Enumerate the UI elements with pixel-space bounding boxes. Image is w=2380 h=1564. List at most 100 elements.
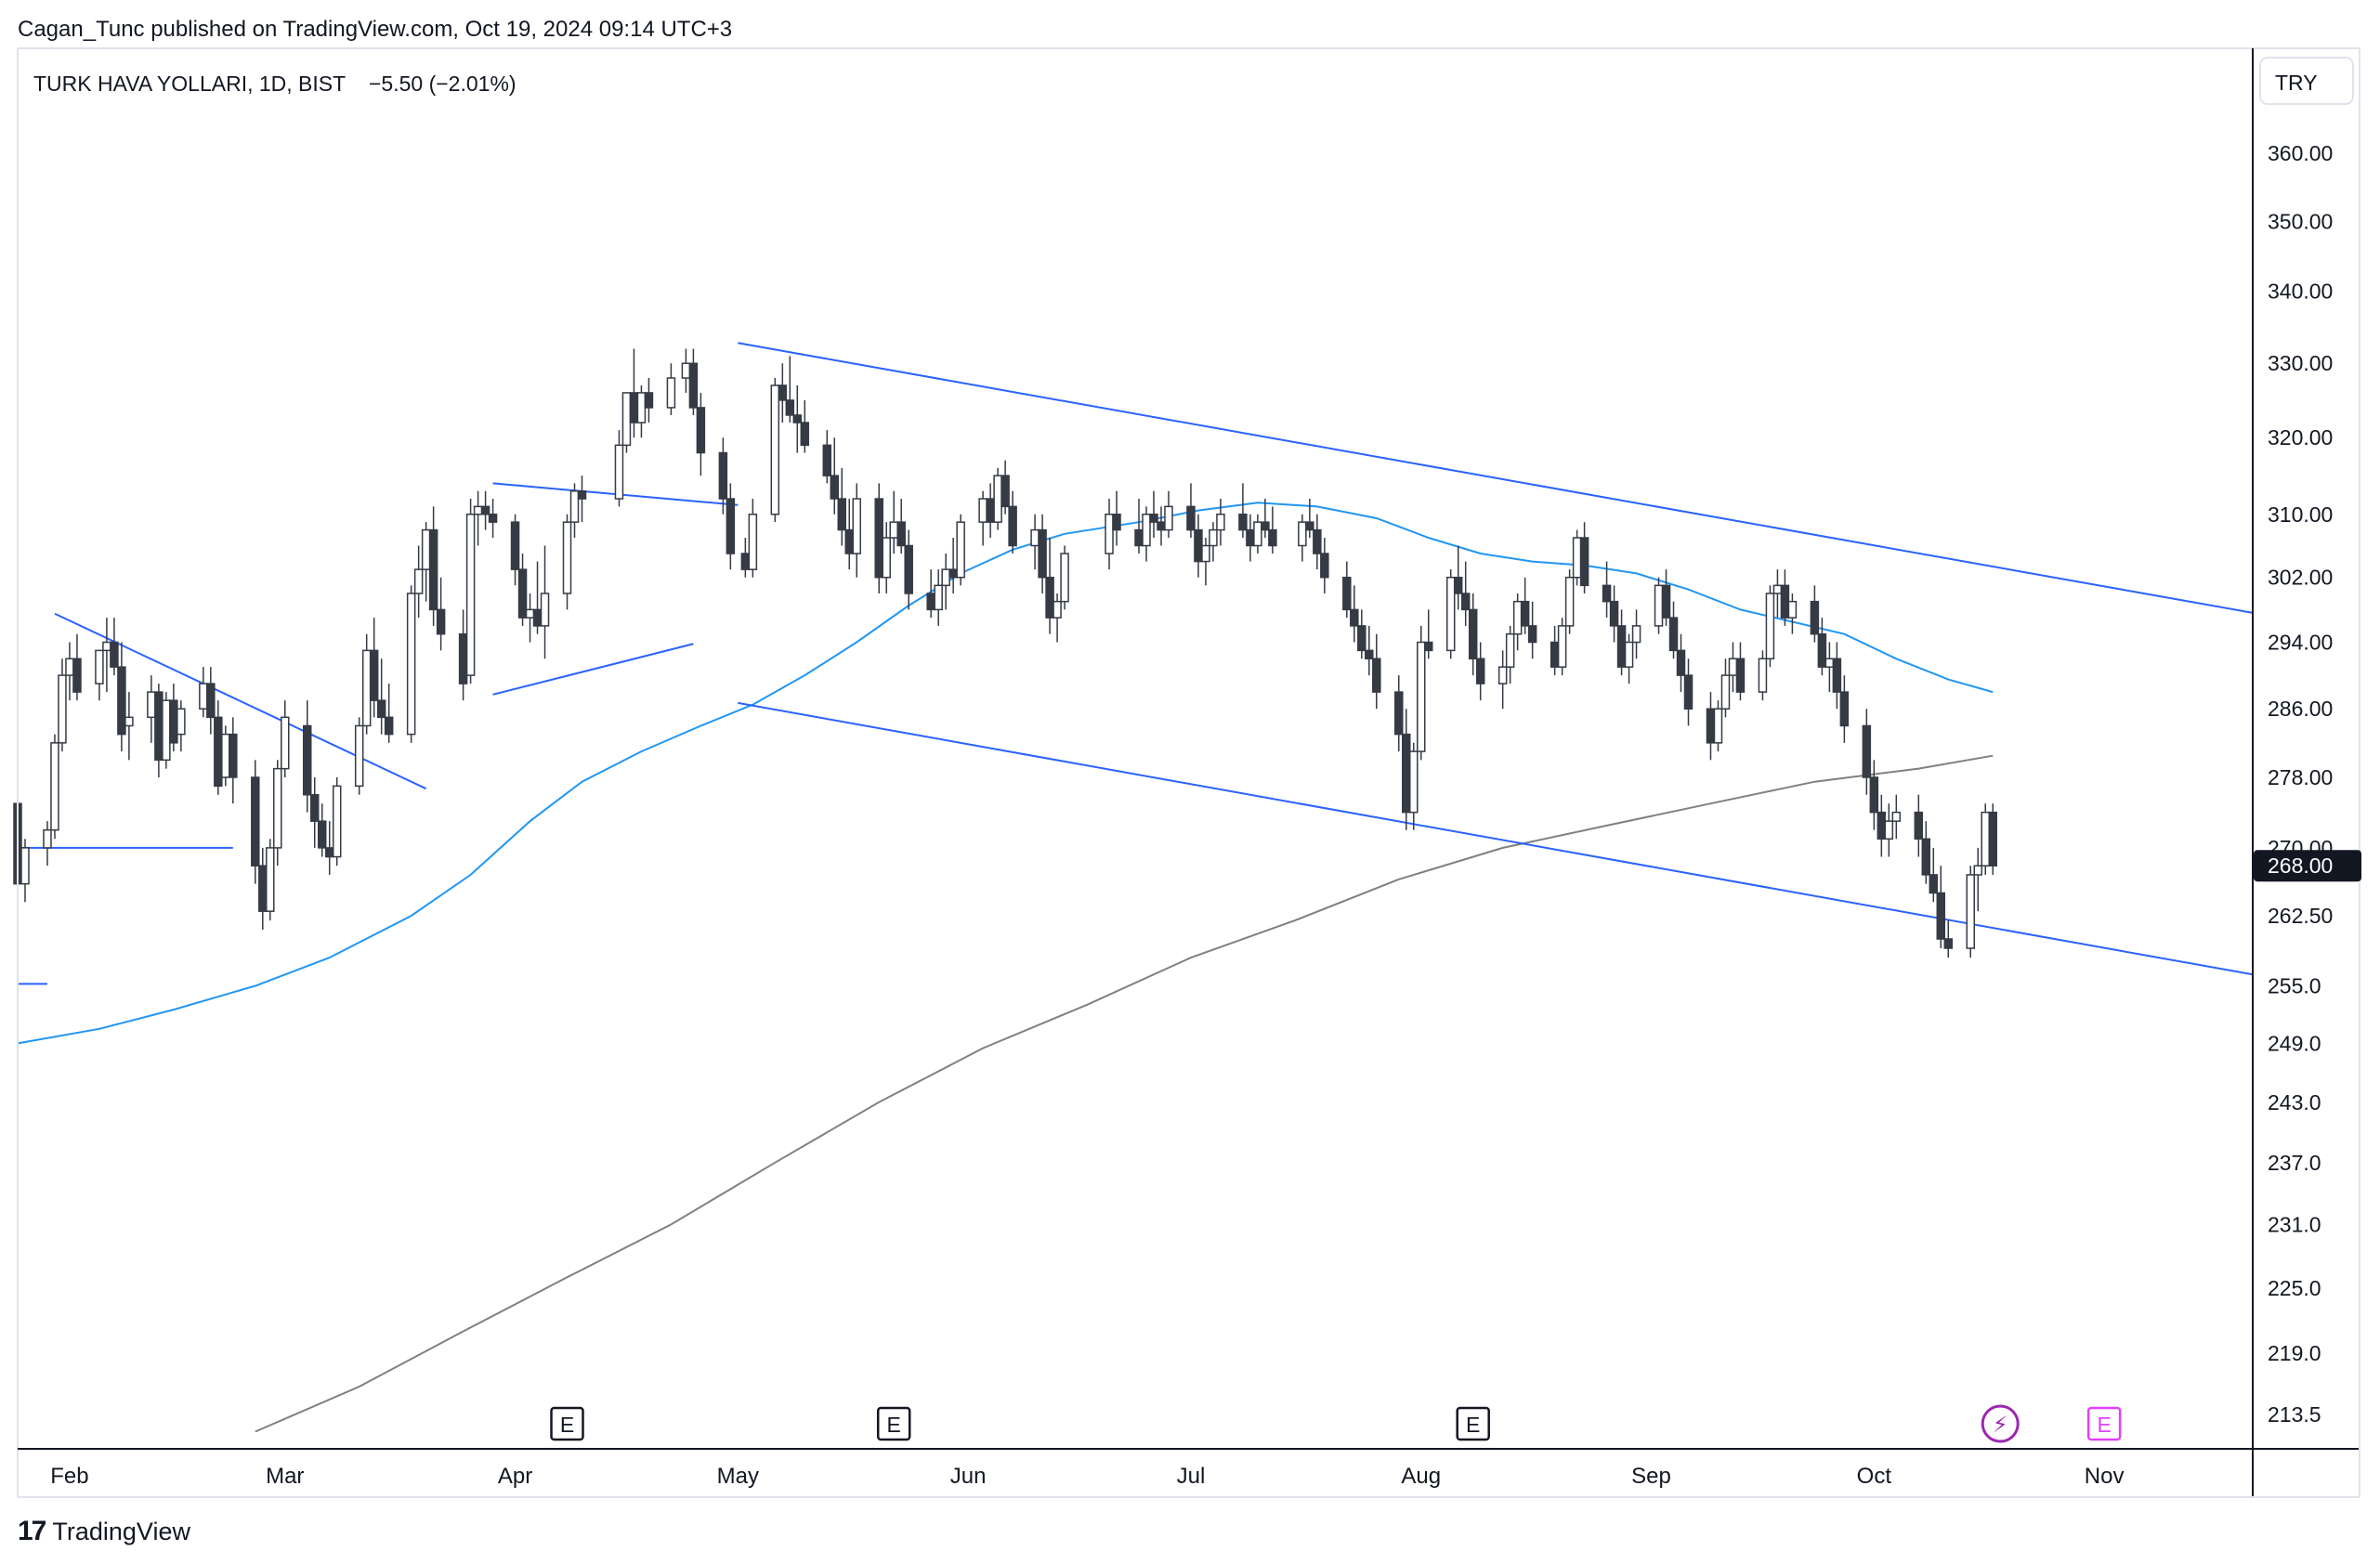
candle-body [1365, 649, 1374, 660]
candle [1579, 522, 1589, 593]
candle [1631, 609, 1641, 659]
candle-body [65, 658, 74, 676]
candle-body [621, 392, 632, 447]
candle [1008, 490, 1017, 554]
earnings-event-icon[interactable]: E [550, 1406, 584, 1441]
candle-body [1008, 505, 1017, 547]
candle-body [281, 716, 290, 770]
candle [1142, 506, 1151, 562]
candle-body [1810, 600, 1820, 635]
candle-body [726, 498, 736, 554]
candle-body [1728, 658, 1738, 676]
candle [1520, 577, 1530, 634]
candle-body [525, 608, 535, 619]
candle [1988, 803, 1997, 875]
candle [221, 725, 230, 787]
candle [1572, 529, 1582, 586]
candle-body [956, 521, 965, 579]
currency-button[interactable]: TRY [2259, 57, 2354, 105]
earnings-event-icon[interactable]: E [1456, 1406, 1490, 1441]
earnings-marker [550, 1406, 584, 1441]
chart-pane[interactable] [18, 48, 2253, 1449]
candle [1313, 514, 1322, 570]
dividend-event-icon[interactable]: ⚡ [1981, 1404, 2020, 1443]
trendline [492, 643, 694, 696]
candle-body [421, 528, 431, 570]
candle [621, 392, 632, 453]
candle [1105, 499, 1114, 570]
candle-body [1512, 600, 1523, 635]
candle-body [629, 392, 639, 424]
candle [1884, 803, 1894, 857]
candle [177, 700, 186, 752]
candle-body [1409, 750, 1419, 814]
candle-body [740, 553, 751, 570]
candle-body [1261, 521, 1270, 531]
candle [1654, 577, 1664, 634]
candle [1045, 538, 1054, 634]
candle-body [1654, 584, 1664, 627]
candle [58, 658, 67, 752]
currency-label: TRY [2275, 71, 2318, 95]
candle-body [644, 392, 654, 409]
candle-body [1817, 632, 1827, 668]
last-price-label: 268.00 [2268, 854, 2333, 878]
candle [896, 499, 906, 554]
candle-body [1668, 617, 1679, 652]
candle-body [1372, 658, 1381, 693]
candle-body [1112, 514, 1121, 531]
dividend-marker [1981, 1404, 2020, 1443]
candle [488, 499, 498, 539]
candle-body [1877, 811, 1887, 841]
earnings-marker-label: E [560, 1413, 574, 1437]
candle [1765, 585, 1775, 668]
y-tick-label: 350.00 [2268, 209, 2333, 233]
candle-body [369, 649, 379, 701]
candle [1497, 650, 1508, 710]
earnings-marker-label: E [887, 1413, 901, 1437]
candle [1609, 585, 1619, 643]
x-tick-label: Apr [498, 1464, 532, 1489]
candle-body [1445, 576, 1456, 652]
candle [1943, 920, 1954, 958]
candle-body [413, 568, 424, 594]
candle-body [436, 608, 446, 635]
candle [1416, 625, 1426, 761]
candle [852, 483, 861, 578]
y-tick-label: 294.00 [2268, 631, 2333, 655]
earnings-event-icon[interactable]: E [2086, 1406, 2122, 1441]
candle-body [324, 847, 334, 858]
candle-body [1631, 625, 1641, 644]
candle-body [1884, 820, 1894, 841]
candle-body [577, 489, 587, 500]
candle-body [1772, 584, 1783, 594]
candle [778, 363, 788, 424]
candle-body [1602, 584, 1612, 603]
candle [428, 506, 438, 626]
earnings-event-icon[interactable]: E [876, 1406, 911, 1441]
candle [770, 378, 780, 523]
candle-body [614, 444, 624, 500]
candle [1981, 803, 1990, 875]
tradingview-logo[interactable]: 17 TradingView [18, 1516, 190, 1547]
candle-body [1216, 514, 1225, 531]
candle-body [1787, 600, 1798, 619]
dividend-marker-label: ⚡ [1993, 1412, 2008, 1438]
candle-body [1527, 625, 1537, 644]
y-tick-label: 255.0 [2268, 973, 2321, 997]
candle [569, 483, 580, 539]
candle [956, 514, 965, 586]
ma200-line [255, 754, 1994, 1433]
candle-body [532, 608, 543, 627]
candle-body [1149, 514, 1158, 523]
candle [1936, 866, 1946, 949]
x-tick-label: Mar [266, 1464, 304, 1489]
candle [1000, 460, 1010, 515]
x-tick-label: Sep [1631, 1464, 1671, 1489]
candle [540, 545, 550, 659]
candle [354, 717, 364, 795]
candle [882, 522, 891, 593]
candle-body [904, 544, 913, 594]
candle-body [837, 498, 847, 531]
